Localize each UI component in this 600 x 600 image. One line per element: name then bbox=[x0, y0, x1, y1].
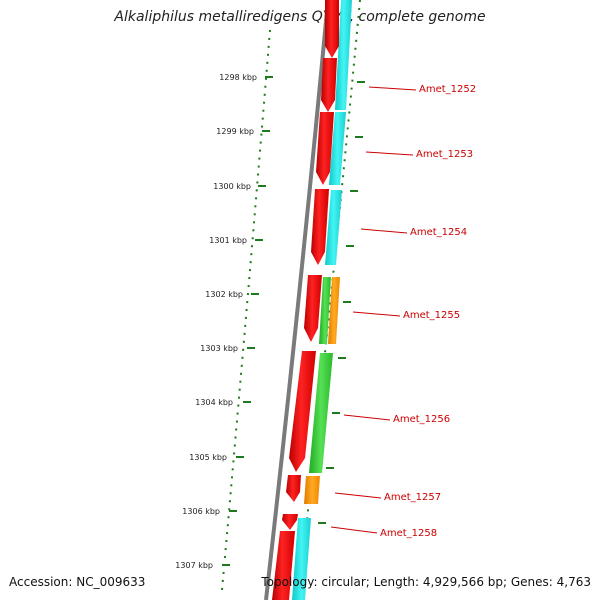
kbp-label: 1306 kbp bbox=[182, 507, 220, 516]
genome-title: Alkaliphilus metalliredigens QYMF, compl… bbox=[114, 9, 486, 25]
gene-arrow bbox=[289, 351, 316, 472]
gene-label: Amet_1256 bbox=[393, 414, 450, 425]
cog-block-cyan bbox=[292, 518, 311, 600]
kbp-label: 1303 kbp bbox=[200, 344, 238, 353]
gene-label: Amet_1257 bbox=[384, 492, 441, 503]
cog-block-orange bbox=[304, 476, 320, 504]
gene-label: Amet_1255 bbox=[403, 310, 460, 321]
gene-arrow bbox=[311, 189, 329, 265]
gene-arrow bbox=[321, 58, 337, 112]
kbp-label: 1302 kbp bbox=[205, 290, 243, 299]
kbp-label: 1307 kbp bbox=[175, 561, 213, 570]
kbp-label: 1305 kbp bbox=[189, 453, 227, 462]
accession-text: Accession: NC_009633 bbox=[9, 575, 146, 589]
gene-label: Amet_1258 bbox=[380, 528, 437, 539]
gene-arrow bbox=[316, 112, 334, 185]
gene-label: Amet_1253 bbox=[416, 149, 473, 160]
kbp-label: 1301 kbp bbox=[209, 236, 247, 245]
gene-arrow bbox=[325, 0, 339, 58]
topology-text: Topology: circular; Length: 4,929,566 bp… bbox=[261, 575, 591, 589]
cog-block-green bbox=[309, 353, 333, 473]
cog-block-cyan bbox=[329, 112, 346, 185]
cog-block-cyan bbox=[325, 190, 342, 265]
kbp-label: 1298 kbp bbox=[219, 73, 257, 82]
cog-block-green bbox=[319, 277, 331, 344]
gene-arrow bbox=[286, 475, 301, 502]
inner-dotted-track bbox=[221, 29, 271, 591]
cog-block-orange bbox=[328, 277, 340, 344]
kbp-label: 1304 kbp bbox=[195, 398, 233, 407]
cog-block-cyan bbox=[335, 0, 352, 110]
gene-label: Amet_1252 bbox=[419, 84, 476, 95]
kbp-label: 1300 kbp bbox=[213, 182, 251, 191]
genome-backbone bbox=[264, 0, 330, 600]
outer-track-ticks bbox=[318, 81, 365, 524]
gene-label-leaders bbox=[330, 86, 417, 534]
gene-arrow bbox=[272, 531, 295, 600]
gene-arrow bbox=[304, 275, 322, 342]
gene-arrow bbox=[282, 514, 298, 530]
kbp-label: 1299 kbp bbox=[216, 127, 254, 136]
kbp-ticks bbox=[222, 76, 273, 566]
gene-label: Amet_1254 bbox=[410, 227, 467, 238]
